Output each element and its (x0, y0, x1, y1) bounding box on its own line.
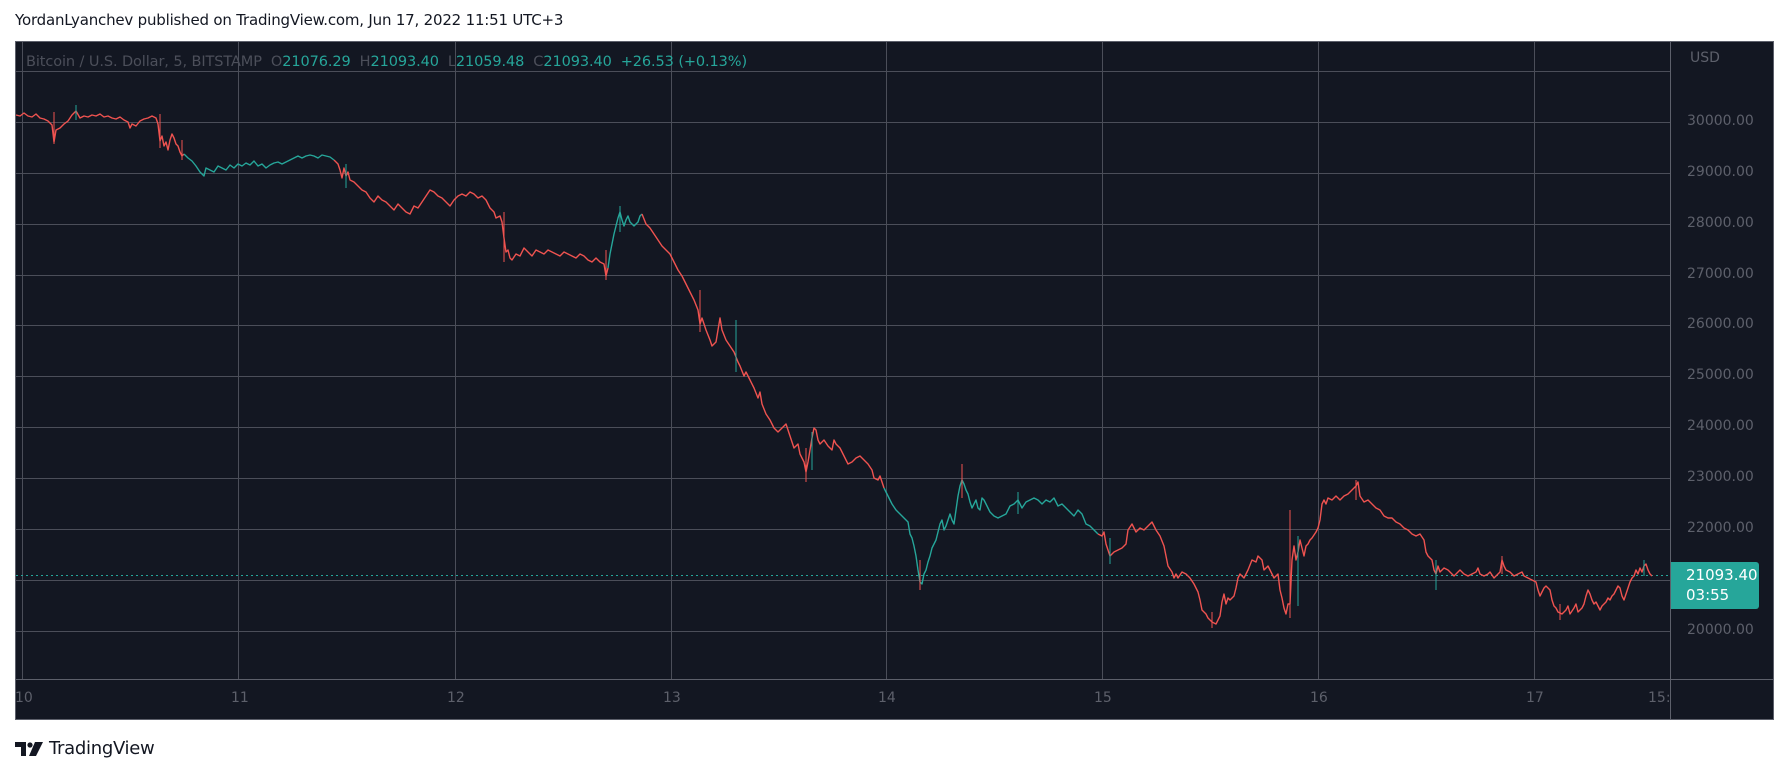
price-tick: 24000.00 (1687, 418, 1754, 434)
time-tick: 10 (15, 690, 33, 706)
price-tick: 28000.00 (1687, 215, 1754, 231)
price-tick: 27000.00 (1687, 266, 1754, 282)
time-tick: 15: (1648, 690, 1671, 706)
symbol-name[interactable]: Bitcoin / U.S. Dollar, 5, BITSTAMP (26, 54, 262, 70)
high-label: H (359, 54, 371, 70)
publisher-caption: YordanLyanchev published on TradingView.… (15, 11, 564, 29)
tradingview-logo-text: TradingView (49, 738, 155, 759)
time-tick: 12 (447, 690, 465, 706)
high-value: 21093.40 (370, 54, 439, 70)
symbol-legend: Bitcoin / U.S. Dollar, 5, BITSTAMP O2107… (26, 54, 747, 70)
tradingview-logo[interactable]: TradingView (15, 738, 155, 759)
price-tick: 20000.00 (1687, 622, 1754, 638)
chart-frame (15, 41, 1774, 720)
open-value: 21076.29 (282, 54, 351, 70)
change-value: +26.53 (+0.13%) (620, 54, 748, 70)
price-tick: 22000.00 (1687, 520, 1754, 536)
low-label: L (447, 54, 456, 70)
currency-label[interactable]: USD (1690, 50, 1720, 66)
price-tick: 30000.00 (1687, 113, 1754, 129)
close-label: C (533, 54, 544, 70)
time-tick: 14 (878, 690, 896, 706)
horizontal-grid (16, 71, 1670, 632)
time-tick: 15 (1094, 690, 1112, 706)
time-tick: 11 (231, 690, 249, 706)
low-value: 21059.48 (455, 54, 525, 70)
candle-wicks (53, 105, 1645, 628)
bar-countdown: 03:55 (1686, 586, 1730, 604)
open-label: O (270, 54, 283, 70)
vertical-grid (22, 42, 1535, 679)
time-tick: 16 (1310, 690, 1328, 706)
price-tick: 23000.00 (1687, 469, 1754, 485)
last-price-value: 21093.40 (1686, 566, 1758, 584)
candles (15, 110, 1653, 625)
price-tick: 29000.00 (1687, 164, 1754, 180)
time-tick: 13 (663, 690, 681, 706)
price-tick: 26000.00 (1687, 316, 1754, 332)
time-tick: 17 (1526, 690, 1544, 706)
price-tick: 25000.00 (1687, 367, 1754, 383)
close-value: 21093.40 (543, 54, 612, 70)
tradingview-logo-icon (15, 741, 43, 756)
last-price-label: 21093.40 03:55 (1671, 562, 1759, 609)
